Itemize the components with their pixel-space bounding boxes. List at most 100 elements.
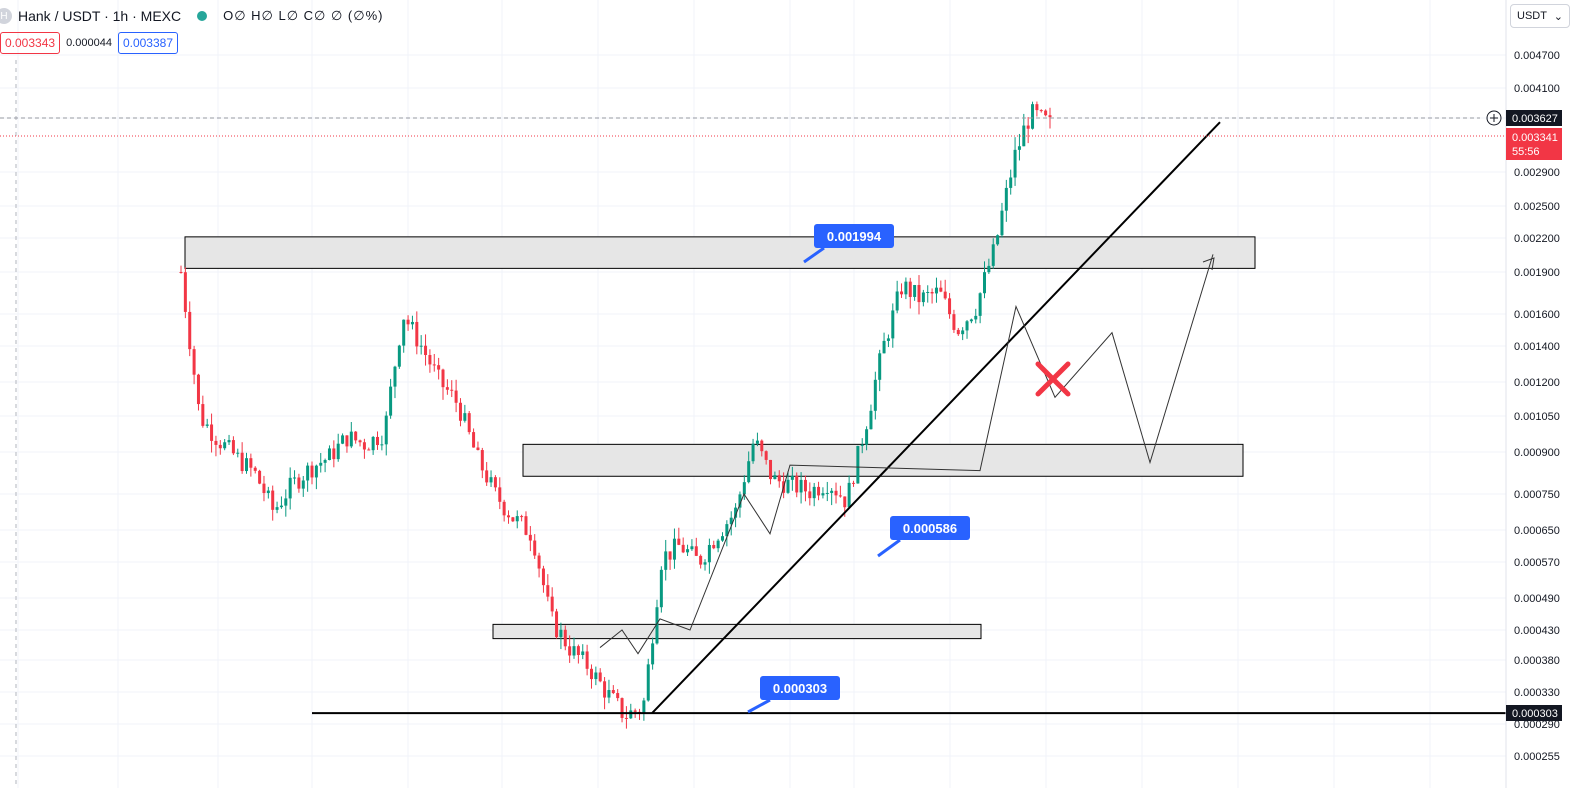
candle-body [480,450,484,471]
price-label [814,224,894,248]
candle-body [865,429,869,445]
candle-body [550,596,554,612]
candle-body [642,700,646,714]
high-price-badge-text: 0.003627 [1512,113,1558,125]
candle-body [851,482,855,484]
candle-body [537,555,541,569]
candle-body [913,284,917,297]
symbol-title[interactable]: Hank / USDT · 1h · MEXC [18,8,182,24]
candle-body [830,490,834,493]
candle-body [533,540,537,556]
candle-body [633,710,637,712]
candle-body [921,292,925,303]
candle-body [943,291,947,299]
candle-body [406,319,410,325]
price-label-text: 0.000586 [903,521,957,536]
price-tick-label: 0.000330 [1514,687,1560,699]
candle-body [948,298,952,315]
spread-value: 0.000044 [66,37,112,49]
buy-price-button[interactable]: 0.003387 [117,32,179,54]
candle-body [393,366,397,387]
candle-body [908,281,912,297]
candle-body [585,651,589,669]
candle-body [297,477,301,489]
candle-body [738,494,742,508]
candle-body [956,329,960,335]
candle-body [384,415,388,445]
sell-price-button[interactable]: 0.003343 [0,32,61,54]
candle-body [808,491,812,499]
candle-body [996,235,1000,245]
candle-body [314,465,318,478]
candle-body [1035,104,1039,111]
candle-body [904,281,908,295]
candle-body [441,369,445,388]
candle-body [1013,149,1017,178]
candle-body [559,629,563,638]
candle-body [563,629,567,647]
candle-body [419,345,423,347]
price-tick-label: 0.000380 [1514,655,1560,667]
candle-body [817,486,821,496]
price-label [760,676,840,700]
candle-body [555,611,559,638]
candle-body [703,562,707,565]
candle-body [214,440,218,445]
price-tick-label: 0.000255 [1514,751,1560,763]
candle-body [376,436,380,446]
candle-body [493,477,497,488]
candle-body [917,284,921,303]
candle-body [362,442,366,450]
currency-selector[interactable]: USDT ⌄ [1510,4,1570,28]
candle-body [699,555,703,565]
candle-body [502,501,506,516]
candle-body [755,440,759,444]
price-tick-label: 0.000650 [1514,525,1560,537]
candle-body [568,646,572,656]
candle-body [380,444,384,446]
candle-body [472,432,476,448]
candle-body [1000,210,1004,236]
price-tick-label: 0.004700 [1514,50,1560,62]
candle-body [786,479,790,493]
candle-body [196,374,200,405]
chart-header: H Hank / USDT · 1h · MEXC O∅ H∅ L∅ C∅ ∅ … [0,0,383,32]
candle-body [341,435,345,444]
candle-body [188,311,192,350]
ohlc-values: O∅ H∅ L∅ C∅ ∅ (∅%) [223,8,384,23]
candle-body [987,265,991,273]
candle-body [934,287,938,294]
candle-body [659,569,663,608]
candle-body [799,479,803,493]
candle-body [1039,110,1043,112]
candle-body [201,404,205,426]
candle-body [306,465,310,481]
price-tick-label: 0.002500 [1514,201,1560,213]
candle-body [210,424,214,441]
support-price-badge [1506,705,1562,721]
last-price-badge [1506,128,1562,160]
candle-body [664,551,668,570]
candle-body [629,710,633,719]
price-tick-label: 0.001200 [1514,377,1560,389]
candle-body [279,505,283,508]
candle-body [223,442,227,449]
candle-body [498,487,502,502]
candle-body [467,413,471,433]
candle-body [192,349,196,375]
candle-body [729,517,733,525]
price-tick-label: 0.000570 [1514,557,1560,569]
candle-body [873,379,877,411]
candle-body [611,690,615,694]
candle-body [515,516,519,522]
candle-body [773,475,777,480]
candle-body [262,483,266,494]
candle-body [301,480,305,489]
candle-body [258,470,262,484]
candle-body [751,443,755,462]
candle-body [179,272,183,273]
candle-body [690,546,694,550]
candle-body [594,672,598,680]
candle-body [655,607,659,644]
